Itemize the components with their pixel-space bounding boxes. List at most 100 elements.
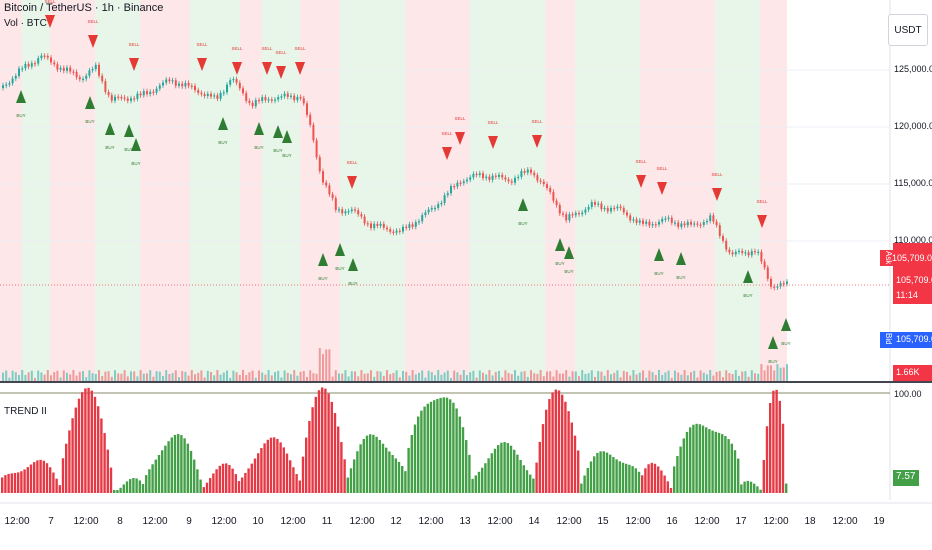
trend-histogram-bar bbox=[490, 453, 493, 493]
x-axis-label: 12:00 bbox=[4, 516, 30, 527]
candle-body bbox=[280, 96, 283, 98]
volume-bar bbox=[178, 377, 180, 381]
candle-body bbox=[482, 173, 484, 179]
candle-body bbox=[766, 267, 769, 279]
candle-body bbox=[411, 224, 414, 227]
trend-histogram-bar bbox=[298, 480, 301, 493]
trend-histogram-bar bbox=[84, 388, 87, 493]
trend-histogram-bar bbox=[356, 451, 359, 493]
volume-bar bbox=[594, 376, 596, 381]
trend-histogram-bar bbox=[484, 463, 487, 493]
buy-signal-label: BUY bbox=[254, 145, 263, 150]
buy-signal-marker bbox=[768, 336, 778, 349]
trend-histogram-bar bbox=[266, 439, 269, 493]
trend-histogram-bar bbox=[218, 465, 221, 493]
volume-bar bbox=[379, 371, 382, 381]
candle-body bbox=[715, 221, 718, 226]
volume-bar bbox=[504, 370, 507, 381]
candle-body bbox=[469, 177, 472, 180]
trend-histogram-bar bbox=[701, 425, 705, 493]
candle-body bbox=[562, 213, 564, 215]
sell-signal-marker bbox=[657, 182, 667, 195]
trend-histogram-bar bbox=[516, 454, 519, 493]
trend-histogram-bar bbox=[676, 456, 679, 493]
volume-bar bbox=[142, 373, 145, 381]
trend-histogram-bar bbox=[106, 449, 109, 493]
candle-body bbox=[670, 217, 673, 223]
volume-bar bbox=[277, 370, 280, 381]
candle-body bbox=[216, 95, 219, 99]
trend-histogram-bar bbox=[753, 483, 756, 493]
candle-body bbox=[610, 207, 612, 212]
trend-histogram-bar bbox=[772, 390, 775, 493]
volume-bar bbox=[280, 377, 283, 381]
volume-bar bbox=[453, 370, 456, 381]
volume-bar bbox=[459, 374, 462, 381]
trend-histogram-bar bbox=[135, 478, 138, 493]
candle-body bbox=[693, 223, 696, 225]
trend-histogram-bar bbox=[161, 450, 164, 493]
trend-histogram-bar bbox=[413, 424, 417, 493]
trend-histogram-bar bbox=[737, 458, 740, 493]
volume-bar bbox=[107, 371, 110, 381]
volume-bar bbox=[402, 370, 404, 381]
trend-histogram-bar bbox=[234, 474, 237, 493]
trend-histogram-bar bbox=[756, 486, 759, 493]
candle-body bbox=[104, 81, 107, 92]
volume-bar bbox=[318, 348, 321, 381]
candle-body bbox=[155, 88, 158, 93]
volume-bar bbox=[498, 370, 500, 381]
candle-body bbox=[507, 179, 510, 182]
volume-bar bbox=[130, 371, 132, 381]
sell-signal-label: SELL bbox=[441, 131, 453, 136]
trend-histogram-bar bbox=[241, 477, 244, 493]
trend-histogram-bar bbox=[673, 466, 676, 493]
buy-signal-marker bbox=[518, 198, 528, 211]
volume-bar bbox=[693, 370, 696, 381]
volume-bar bbox=[82, 370, 84, 381]
candle-body bbox=[88, 70, 91, 76]
candle-body bbox=[690, 221, 692, 225]
buy-signal-label: BUY bbox=[85, 119, 94, 124]
sell-signal-label: SELL bbox=[87, 19, 99, 24]
trend-histogram-bar bbox=[785, 483, 788, 493]
candle-body bbox=[165, 79, 168, 83]
trend-histogram-bar bbox=[125, 481, 129, 493]
trend-histogram-bar bbox=[10, 473, 13, 493]
candle-body bbox=[635, 219, 638, 223]
y-axis-label: 125,000.00 bbox=[894, 64, 932, 74]
trend-histogram-bar bbox=[186, 443, 189, 493]
currency-selector[interactable]: USDT bbox=[888, 14, 928, 46]
regime-band bbox=[575, 0, 640, 381]
volume-bar bbox=[562, 373, 564, 381]
volume-bar bbox=[658, 370, 660, 381]
trend-histogram-bar bbox=[548, 399, 551, 493]
candle-body bbox=[574, 213, 577, 216]
volume-bar bbox=[133, 371, 136, 381]
trend-histogram-bar bbox=[429, 401, 433, 493]
candle-body bbox=[382, 223, 385, 228]
candle-body bbox=[254, 100, 257, 107]
trend-histogram-bar bbox=[183, 438, 186, 493]
buy-signal-marker bbox=[105, 122, 115, 135]
candle-body bbox=[315, 140, 318, 158]
trend-histogram-bar bbox=[327, 393, 330, 493]
volume-bar bbox=[469, 372, 472, 381]
volume-bar bbox=[200, 370, 203, 381]
volume-indicator-label[interactable]: Vol · BTC bbox=[4, 18, 47, 29]
trend-histogram-bar bbox=[506, 443, 509, 493]
trend-histogram-bar bbox=[87, 387, 90, 493]
buy-signal-marker bbox=[555, 238, 565, 251]
trend-indicator-label[interactable]: TREND II bbox=[4, 406, 47, 417]
buy-signal-marker bbox=[124, 124, 134, 137]
symbol-title[interactable]: Bitcoin / TetherUS · 1h · Binance bbox=[4, 2, 164, 14]
trend-histogram-bar bbox=[145, 475, 148, 493]
candle-body bbox=[142, 91, 145, 96]
volume-bar bbox=[565, 370, 568, 381]
volume-bar bbox=[226, 370, 228, 381]
candle-body bbox=[734, 251, 737, 255]
candle-body bbox=[174, 80, 177, 86]
trend-histogram-bar bbox=[682, 438, 685, 493]
volume-bar bbox=[686, 375, 689, 381]
